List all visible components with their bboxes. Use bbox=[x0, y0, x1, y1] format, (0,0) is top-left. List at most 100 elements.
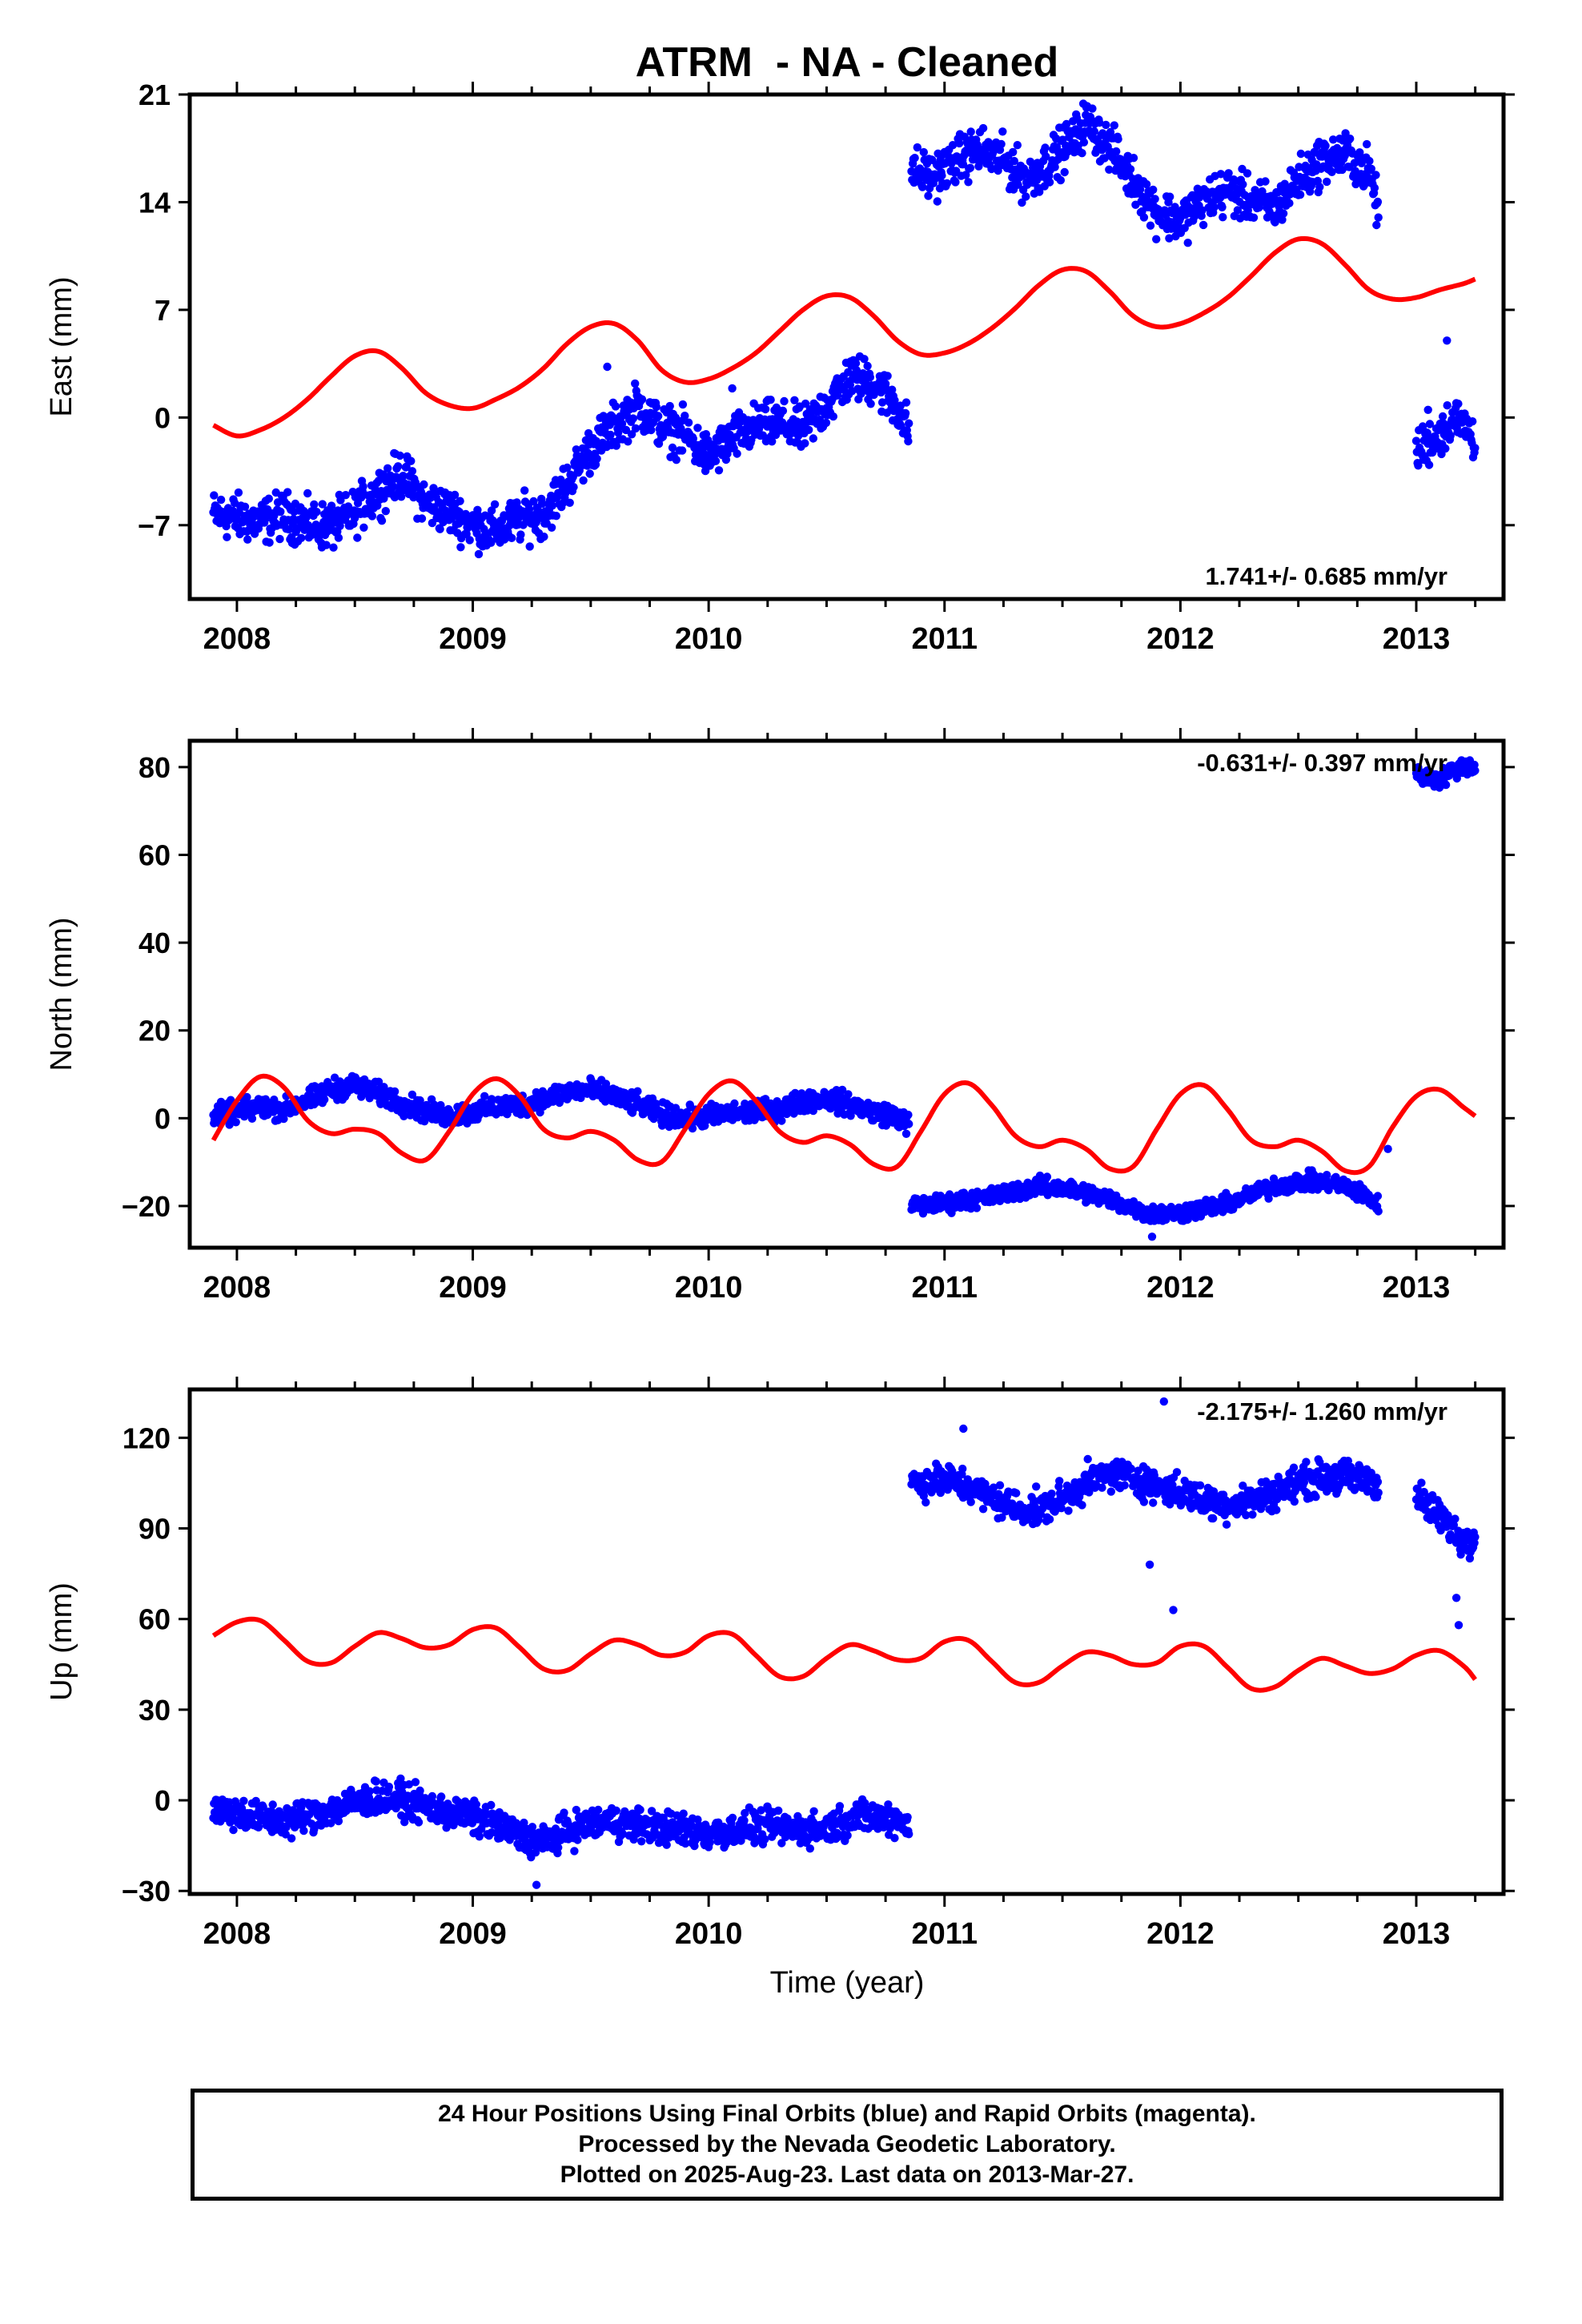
data-point bbox=[1279, 209, 1288, 218]
data-point bbox=[1425, 420, 1435, 428]
data-point bbox=[1363, 139, 1371, 149]
data-point bbox=[1323, 1171, 1331, 1180]
data-point bbox=[507, 533, 516, 542]
data-point bbox=[1041, 143, 1050, 152]
data-point bbox=[1295, 190, 1305, 199]
data-point bbox=[1327, 167, 1336, 176]
data-point bbox=[322, 541, 331, 549]
data-point bbox=[904, 436, 913, 446]
data-point bbox=[654, 412, 663, 420]
data-point bbox=[552, 512, 560, 521]
data-point bbox=[919, 147, 929, 157]
data-point bbox=[809, 1807, 818, 1815]
data-point bbox=[572, 1805, 580, 1815]
data-point bbox=[1210, 203, 1219, 211]
data-point bbox=[1079, 138, 1089, 147]
data-point bbox=[265, 538, 274, 547]
data-point bbox=[1149, 185, 1158, 195]
data-point bbox=[1139, 213, 1149, 222]
data-point bbox=[437, 1792, 446, 1801]
data-point bbox=[790, 396, 799, 404]
data-point bbox=[592, 454, 601, 463]
data-point bbox=[547, 523, 556, 532]
data-point bbox=[528, 1823, 537, 1831]
y-tick-label: 80 bbox=[139, 751, 171, 784]
data-point bbox=[1249, 213, 1259, 222]
data-point bbox=[905, 1120, 913, 1128]
data-point bbox=[560, 1808, 568, 1817]
data-point bbox=[390, 1087, 400, 1096]
data-point bbox=[1110, 121, 1119, 130]
final-orbit-points bbox=[209, 99, 1480, 559]
data-point bbox=[243, 1092, 251, 1102]
data-point bbox=[1424, 460, 1434, 469]
data-point bbox=[437, 1104, 446, 1113]
data-point bbox=[573, 1835, 582, 1844]
data-point bbox=[1443, 401, 1452, 410]
data-point bbox=[1296, 149, 1306, 159]
data-point bbox=[740, 1816, 749, 1825]
data-point bbox=[408, 467, 417, 476]
data-point bbox=[733, 449, 741, 458]
data-point bbox=[374, 476, 383, 485]
data-point bbox=[681, 412, 689, 420]
x-tick-label: 2013 bbox=[1383, 622, 1451, 656]
data-point bbox=[883, 372, 892, 380]
data-point bbox=[210, 491, 219, 500]
data-point bbox=[268, 1800, 277, 1809]
data-point bbox=[456, 543, 465, 552]
data-point bbox=[529, 497, 538, 506]
data-point bbox=[951, 178, 960, 187]
data-point bbox=[904, 1110, 913, 1120]
data-point bbox=[1199, 220, 1208, 230]
data-point bbox=[303, 489, 312, 498]
data-point bbox=[234, 488, 243, 497]
data-point bbox=[962, 171, 970, 179]
data-point bbox=[652, 402, 661, 412]
data-point bbox=[1414, 461, 1423, 470]
plot-frame bbox=[187, 738, 1506, 1250]
data-point bbox=[1264, 1194, 1273, 1203]
data-point bbox=[480, 1092, 489, 1101]
y-tick-label: 0 bbox=[155, 401, 171, 434]
data-point bbox=[741, 1808, 749, 1818]
data-point bbox=[681, 1839, 690, 1848]
data-point bbox=[1042, 152, 1050, 161]
x-tick-label: 2009 bbox=[439, 622, 507, 656]
data-point bbox=[918, 183, 927, 191]
data-point bbox=[281, 1830, 290, 1839]
data-point bbox=[966, 163, 975, 172]
data-point bbox=[901, 408, 910, 418]
data-point bbox=[837, 1085, 847, 1095]
data-point bbox=[397, 493, 406, 501]
data-point bbox=[768, 437, 777, 446]
data-point bbox=[805, 1844, 814, 1853]
data-point bbox=[662, 1840, 671, 1849]
data-point bbox=[1261, 177, 1270, 186]
data-point bbox=[327, 1819, 335, 1827]
data-point bbox=[606, 430, 615, 440]
data-point bbox=[612, 1806, 620, 1815]
rate-label: 1.741+/- 0.685 mm/yr bbox=[1206, 562, 1447, 590]
data-point bbox=[966, 127, 975, 136]
data-point bbox=[465, 536, 474, 545]
data-point bbox=[631, 379, 640, 388]
data-point bbox=[942, 179, 952, 188]
data-point bbox=[1126, 165, 1135, 174]
data-point bbox=[273, 498, 283, 507]
data-point bbox=[512, 498, 521, 507]
data-point bbox=[1078, 149, 1086, 158]
data-point bbox=[487, 1800, 496, 1810]
data-point bbox=[411, 1778, 420, 1787]
data-point bbox=[1142, 179, 1151, 189]
data-point bbox=[1350, 159, 1359, 167]
data-point bbox=[730, 1099, 739, 1108]
final-orbit-points bbox=[209, 756, 1480, 1241]
data-point bbox=[1374, 213, 1383, 222]
data-point bbox=[647, 1807, 656, 1815]
data-point bbox=[525, 542, 534, 551]
outlier-point bbox=[1423, 405, 1432, 414]
data-point bbox=[570, 1847, 579, 1856]
data-point bbox=[1129, 154, 1138, 163]
